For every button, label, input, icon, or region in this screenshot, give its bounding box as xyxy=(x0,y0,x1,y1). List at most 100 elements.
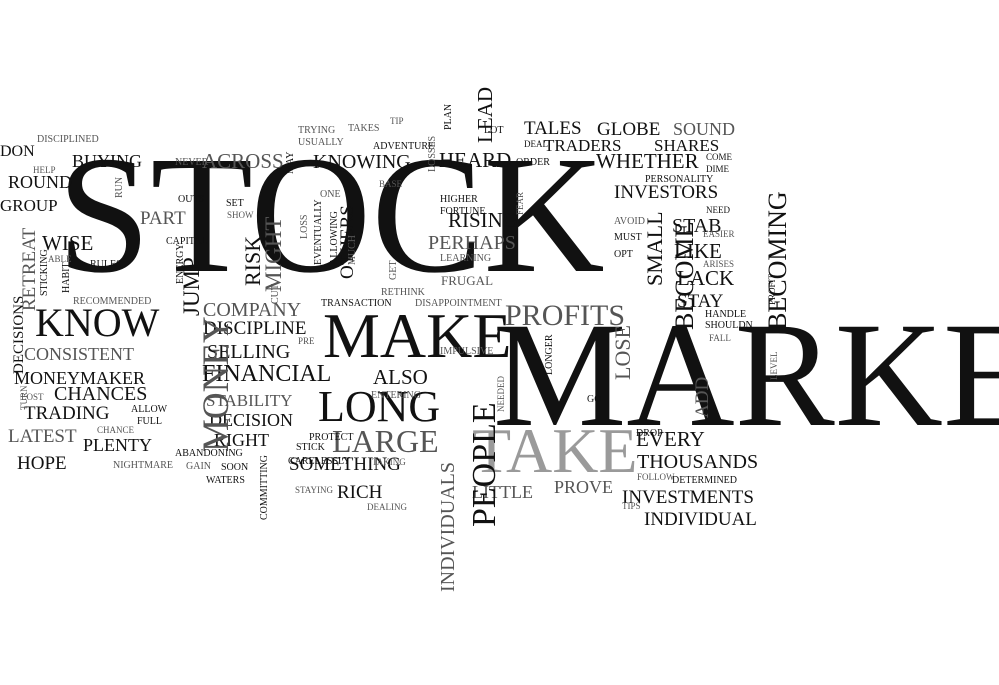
cloud-word-recommended: RECOMMENDED xyxy=(73,296,152,307)
cloud-word-lose: LOSE xyxy=(610,325,635,380)
cloud-word-perhaps: PERHAPS xyxy=(428,232,516,254)
cloud-word-easier: EASIER xyxy=(703,228,735,239)
cloud-word-frugal: FRUGAL xyxy=(441,272,494,288)
cloud-word-drop: DROP xyxy=(636,428,663,439)
cloud-word-large: LARGE xyxy=(332,423,439,460)
cloud-word-higher: HIGHER xyxy=(440,194,478,205)
cloud-word-allowing: ALLOWING xyxy=(329,211,340,265)
cloud-word-don: DON xyxy=(0,143,35,161)
cloud-word-also: ALSO xyxy=(373,365,428,390)
cloud-word-investments: INVESTMENTS xyxy=(622,486,754,508)
cloud-word-adventure: ADVENTURE xyxy=(373,141,435,152)
cloud-word-cut: CUT xyxy=(270,284,281,304)
cloud-word-market: MARKET xyxy=(493,292,999,458)
cloud-word-risk: RISK xyxy=(240,235,265,286)
cloud-word-sound: SOUND xyxy=(673,118,736,139)
cloud-word-allow: ALLOW xyxy=(131,404,168,415)
cloud-word-waters: WATERS xyxy=(206,475,245,486)
cloud-word-selling: SELLING xyxy=(207,341,291,363)
cloud-word-tales: TALES xyxy=(524,117,582,139)
cloud-word-arises: ARISES xyxy=(703,258,735,269)
cloud-word-stick: STICK xyxy=(296,442,325,453)
cloud-word-sticking: STICKING xyxy=(39,249,50,296)
cloud-word-decision: DECISION xyxy=(209,409,293,430)
cloud-word-know: KNOW xyxy=(35,300,160,345)
cloud-word-transaction: TRANSACTION xyxy=(321,298,392,309)
cloud-word-carelessly: CARELESSLY xyxy=(288,456,351,467)
cloud-word-across: ACROSS xyxy=(202,149,284,174)
cloud-word-entering: ENTERING xyxy=(371,390,421,401)
cloud-word-group: GROUP xyxy=(0,196,58,216)
cloud-word-little: LITTLE xyxy=(472,481,533,502)
cloud-word-financial: FINANCIAL xyxy=(202,360,332,387)
cloud-word-never: NEVER xyxy=(175,157,209,168)
cloud-word-like: LIKE xyxy=(674,239,722,264)
cloud-word-individual: INDIVIDUAL xyxy=(644,508,757,530)
cloud-word-discipline: DISCIPLINE xyxy=(203,317,307,339)
cloud-word-dealing: DEALING xyxy=(367,501,407,512)
cloud-word-round: ROUND xyxy=(8,171,73,192)
cloud-word-investors: INVESTORS xyxy=(614,181,719,203)
cloud-word-stay: STAY xyxy=(677,290,724,312)
cloud-word-lead: LEAD xyxy=(473,87,497,143)
cloud-word-disciplined: DISCIPLINED xyxy=(37,134,99,145)
cloud-word-become: BECOME xyxy=(670,221,699,330)
cloud-word-committing: COMMITTING xyxy=(259,455,270,520)
cloud-word-thousands: THOUSANDS xyxy=(637,451,759,473)
cloud-word-add: ADD xyxy=(692,376,713,418)
cloud-word-latest: LATEST xyxy=(8,425,77,447)
cloud-word-long: LONG xyxy=(318,381,441,431)
cloud-word-stab: STAB xyxy=(672,215,722,237)
cloud-word-learning: LEARNING xyxy=(440,253,492,264)
cloud-word-come: COME xyxy=(706,151,733,162)
cloud-word-abandoning: ABANDONING xyxy=(175,448,243,459)
cloud-word-rising: RISING xyxy=(448,208,519,233)
cloud-word-handle: HANDLE xyxy=(705,309,747,320)
cloud-word-knowing: KNOWING xyxy=(313,151,411,173)
cloud-word-stock: STOCK xyxy=(57,121,605,308)
cloud-word-shouldn: SHOULDN xyxy=(705,320,753,331)
cloud-word-consistent: CONSISTENT xyxy=(24,343,135,364)
cloud-word-money: MONEY xyxy=(196,316,237,452)
cloud-word-traders: TRADERS xyxy=(544,136,622,156)
cloud-word-run: RUN xyxy=(114,176,125,198)
cloud-word-deal: DEAL xyxy=(524,138,548,149)
cloud-word-longer: LONGER xyxy=(544,334,555,375)
cloud-word-able: ABLE xyxy=(48,253,72,264)
cloud-word-rethink: RETHINK xyxy=(381,287,425,298)
cloud-word-much: MUCH xyxy=(347,234,358,265)
cloud-word-becoming: BECOMING xyxy=(763,191,792,330)
cloud-word-level: LEVEL xyxy=(769,351,779,381)
cloud-word-fear: FEAR xyxy=(515,191,525,215)
cloud-word-impulsive: IMPULSIVE xyxy=(440,346,494,357)
cloud-word-part: PART xyxy=(140,207,186,229)
cloud-word-show: SHOW xyxy=(227,209,254,220)
cloud-word-lost: LOST xyxy=(21,391,44,402)
cloud-word-habit: HABIT xyxy=(61,262,72,293)
cloud-word-get: GET xyxy=(388,260,399,280)
cloud-word-profits: PROFITS xyxy=(505,299,626,332)
cloud-word-one: ONE xyxy=(320,189,341,200)
cloud-word-take: TAKE xyxy=(472,414,638,486)
cloud-word-fall: FALL xyxy=(709,332,731,343)
cloud-word-opt: OPT xyxy=(614,249,633,260)
cloud-word-hope: HOPE xyxy=(17,452,67,474)
cloud-word-soon: SOON xyxy=(221,462,249,473)
cloud-word-outs: OUTS xyxy=(178,194,205,205)
cloud-word-chance: CHANCE xyxy=(97,424,135,435)
cloud-word-stability: STABILITY xyxy=(206,391,293,411)
cloud-word-full: FULL xyxy=(137,416,162,427)
cloud-word-buying: BUYING xyxy=(72,150,142,171)
cloud-word-turn: TURN xyxy=(19,385,29,411)
cloud-word-personality: PERSONALITY xyxy=(645,174,714,185)
cloud-word-set: SET xyxy=(226,198,244,209)
cloud-word-needed: NEEDED xyxy=(496,376,506,412)
cloud-word-prove: PROVE xyxy=(554,476,614,497)
cloud-word-right: RIGHT xyxy=(214,429,269,450)
cloud-word-wise: WISE xyxy=(42,231,94,256)
cloud-word-every: EVERY xyxy=(636,427,705,452)
cloud-word-eventually: EVENTUALLY xyxy=(313,199,324,265)
cloud-word-globe: GLOBE xyxy=(597,118,661,140)
cloud-word-might: MIGHT xyxy=(261,216,286,292)
cloud-word-must: MUST xyxy=(614,232,642,243)
